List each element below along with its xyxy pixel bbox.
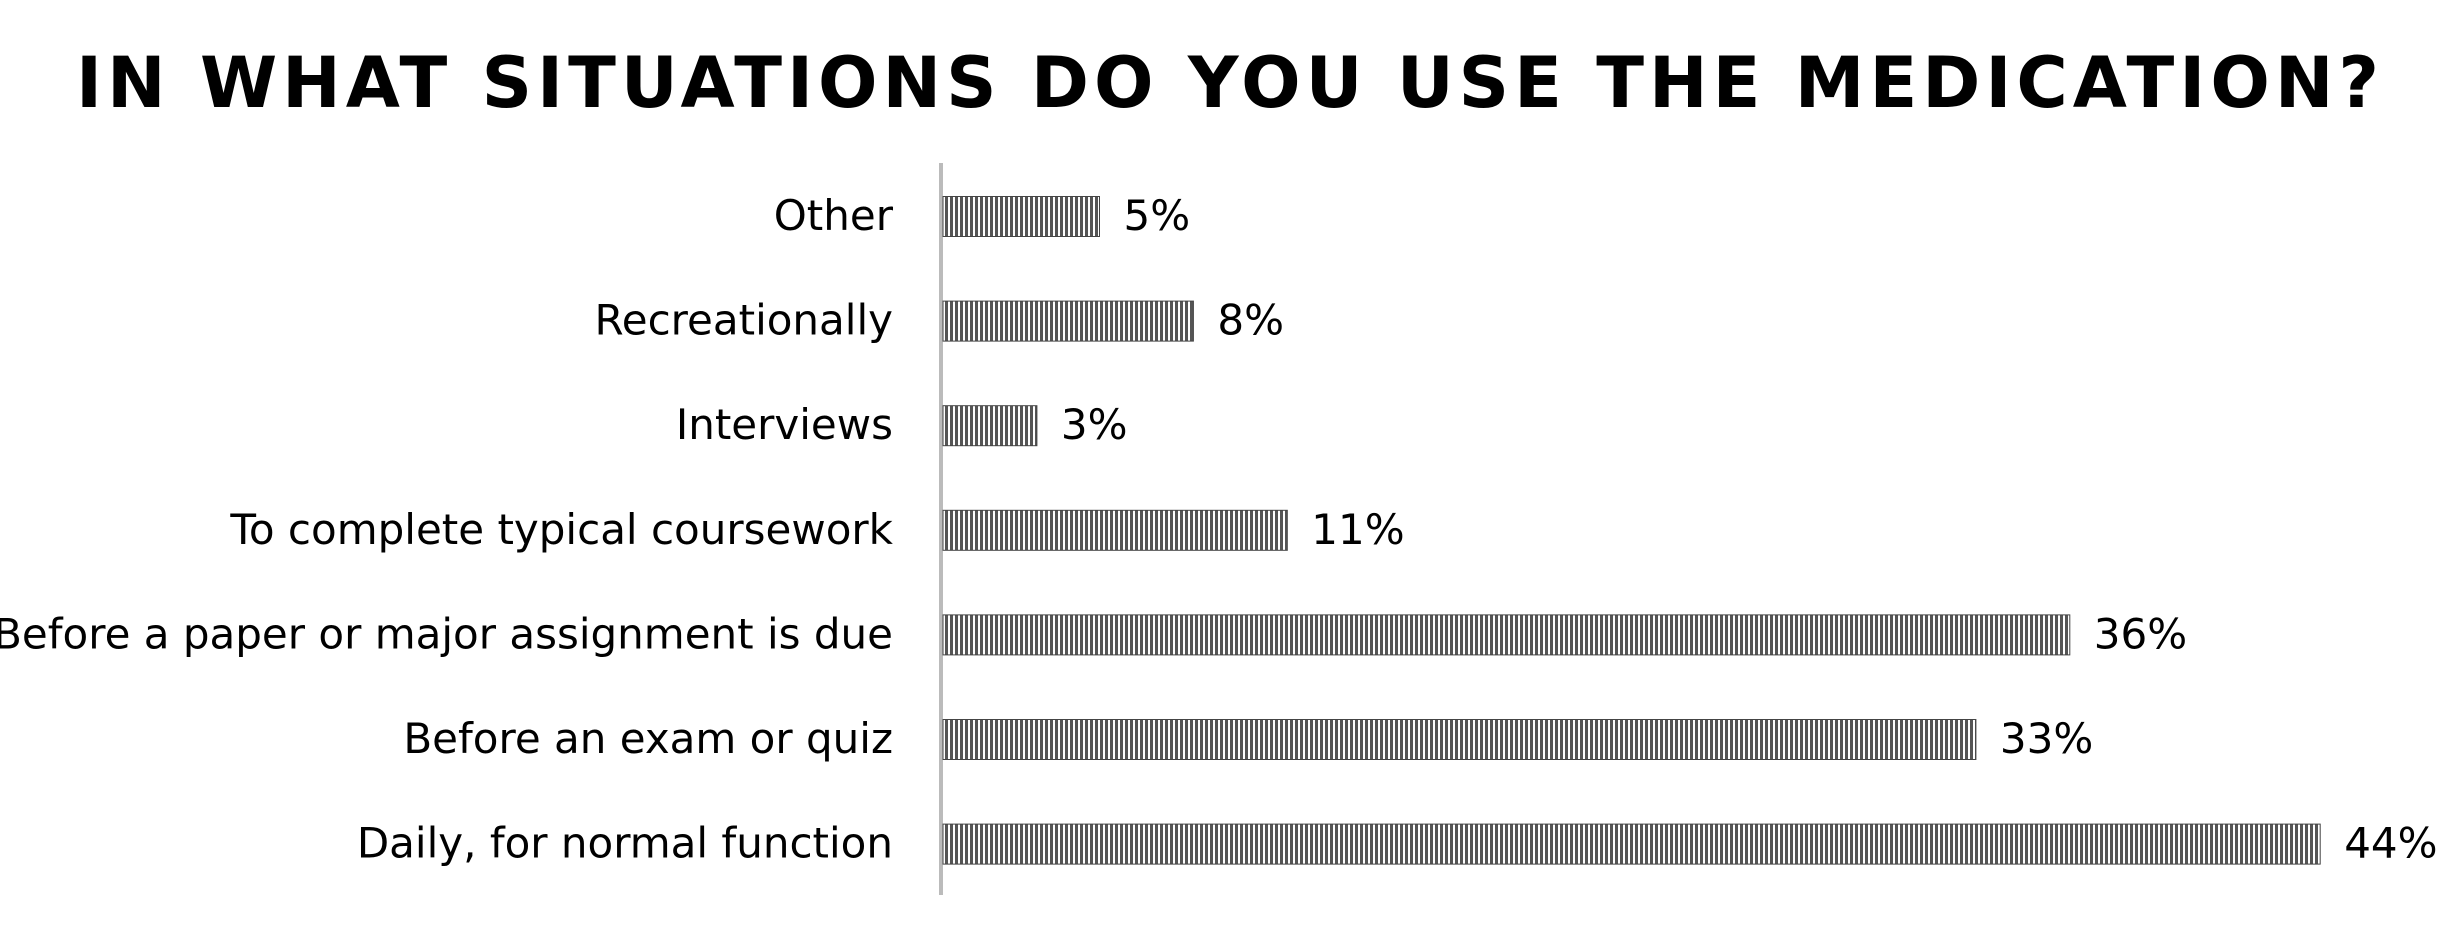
bar [942, 823, 2321, 865]
bar [942, 196, 1100, 237]
data-label: 33% [2000, 714, 2093, 763]
data-label: 8% [1217, 296, 1284, 345]
y-tick-label: Daily, for normal function [357, 819, 893, 868]
data-label: 11% [1311, 505, 1404, 554]
bar [942, 405, 1038, 447]
data-label: 5% [1124, 191, 1191, 240]
data-label: 44% [2344, 819, 2437, 868]
bar [942, 300, 1194, 342]
data-label: 3% [1061, 400, 1128, 449]
y-tick-label: Before a paper or major assignment is du… [0, 609, 893, 658]
y-tick-label: Interviews [676, 400, 893, 449]
data-label: 36% [2094, 609, 2187, 658]
y-tick-label: Before an exam or quiz [403, 714, 893, 763]
y-tick-label: Other [774, 191, 894, 240]
bar [942, 614, 2071, 656]
y-tick-label: Recreationally [594, 296, 893, 345]
chart-title: IN WHAT SITUATIONS DO YOU USE THE MEDICA… [76, 42, 2384, 124]
bar [942, 719, 1977, 760]
y-tick-label: To complete typical coursework [229, 505, 893, 554]
bar [942, 509, 1288, 551]
